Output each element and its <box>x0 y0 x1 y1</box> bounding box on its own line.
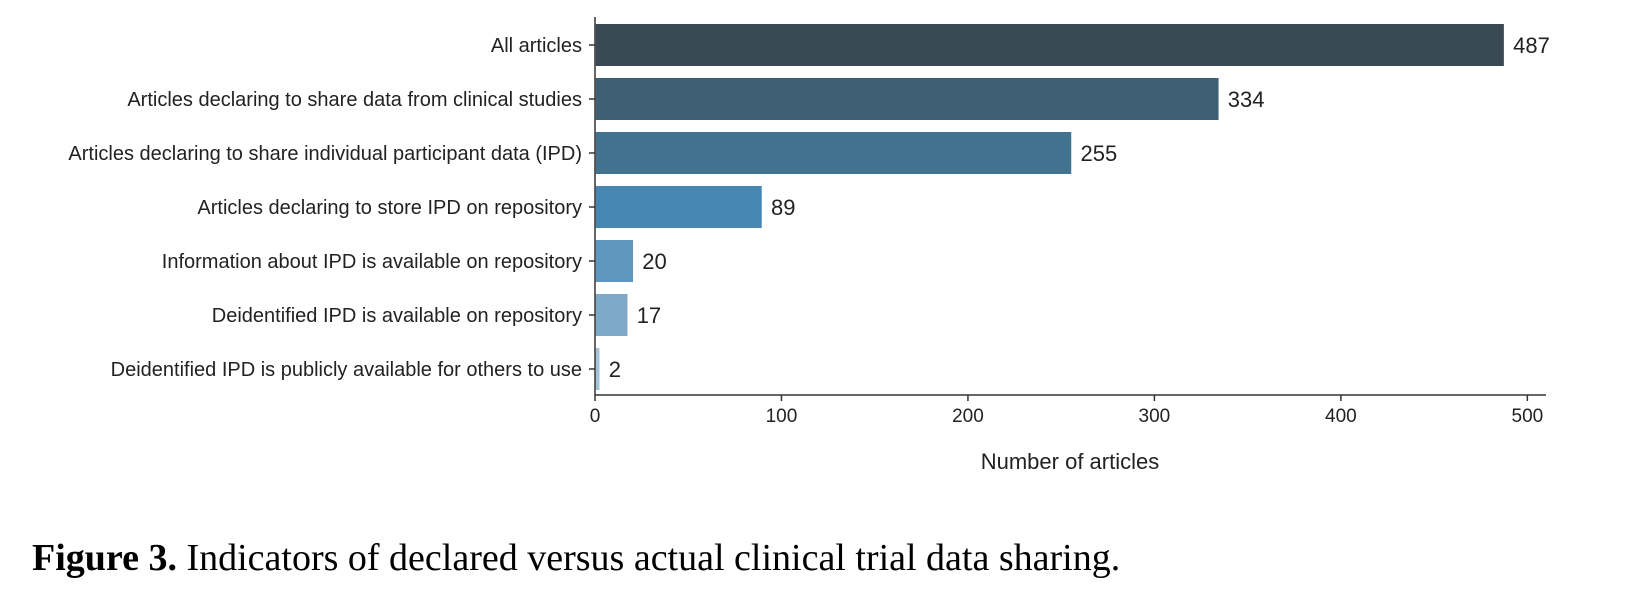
bar <box>595 294 628 336</box>
category-labels: All articles Articles declaring to share … <box>68 35 595 381</box>
bar-value-label: 2 <box>609 357 621 382</box>
bar <box>595 348 600 390</box>
bar-chart: 487 334 255 89 20 17 2 All articles Articles de… <box>68 17 1550 474</box>
x-axis: 0 100 200 300 400 500 <box>590 17 1546 427</box>
figure-caption: Figure 3. Indicators of declared versus … <box>32 536 1120 580</box>
bar-value-label: 334 <box>1228 87 1265 112</box>
category-label: Articles declaring to share data from cl… <box>127 89 582 111</box>
bar <box>595 240 634 282</box>
bar-value-label: 17 <box>637 303 661 328</box>
category-label: All articles <box>491 35 582 57</box>
bar-value-label: 255 <box>1081 141 1118 166</box>
bars: 487 334 255 89 20 17 2 <box>595 24 1550 390</box>
bar-value-label: 20 <box>642 249 666 274</box>
x-tick-label: 500 <box>1512 406 1544 427</box>
category-label: Articles declaring to store IPD on repos… <box>197 197 582 219</box>
bar <box>595 186 762 228</box>
bar <box>595 132 1072 174</box>
x-tick-label: 100 <box>766 406 798 427</box>
category-label: Articles declaring to share individual p… <box>68 143 582 165</box>
x-tick-label: 300 <box>1139 406 1171 427</box>
x-tick-label: 200 <box>952 406 984 427</box>
category-label: Information about IPD is available on re… <box>162 251 582 273</box>
bar <box>595 78 1219 120</box>
x-tick-label: 400 <box>1325 406 1357 427</box>
x-axis-title: Number of articles <box>981 449 1160 474</box>
figure-caption-label: Figure 3. <box>32 537 177 579</box>
category-label: Deidentified IPD is available on reposit… <box>212 305 582 327</box>
x-tick-label: 0 <box>590 406 601 427</box>
figure-caption-text: Indicators of declared versus actual cli… <box>176 537 1121 579</box>
bar-value-label: 487 <box>1513 33 1550 58</box>
category-label: Deidentified IPD is publicly available f… <box>111 359 582 381</box>
bar-value-label: 89 <box>771 195 795 220</box>
bar <box>595 24 1504 66</box>
